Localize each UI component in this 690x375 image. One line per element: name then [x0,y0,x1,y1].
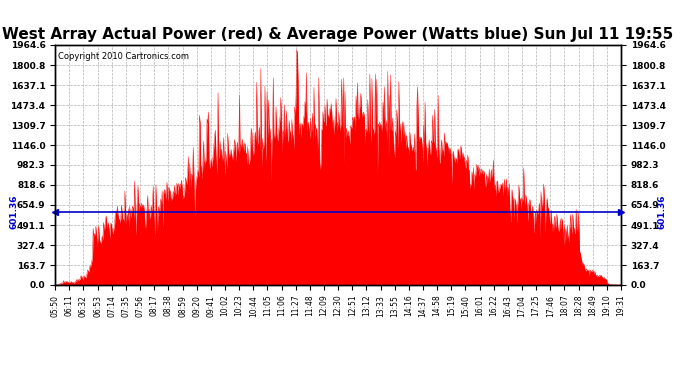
Title: West Array Actual Power (red) & Average Power (Watts blue) Sun Jul 11 19:55: West Array Actual Power (red) & Average … [3,27,673,42]
Text: 601.36: 601.36 [10,194,19,229]
Text: 601.36: 601.36 [658,194,667,229]
Text: Copyright 2010 Cartronics.com: Copyright 2010 Cartronics.com [58,52,189,61]
